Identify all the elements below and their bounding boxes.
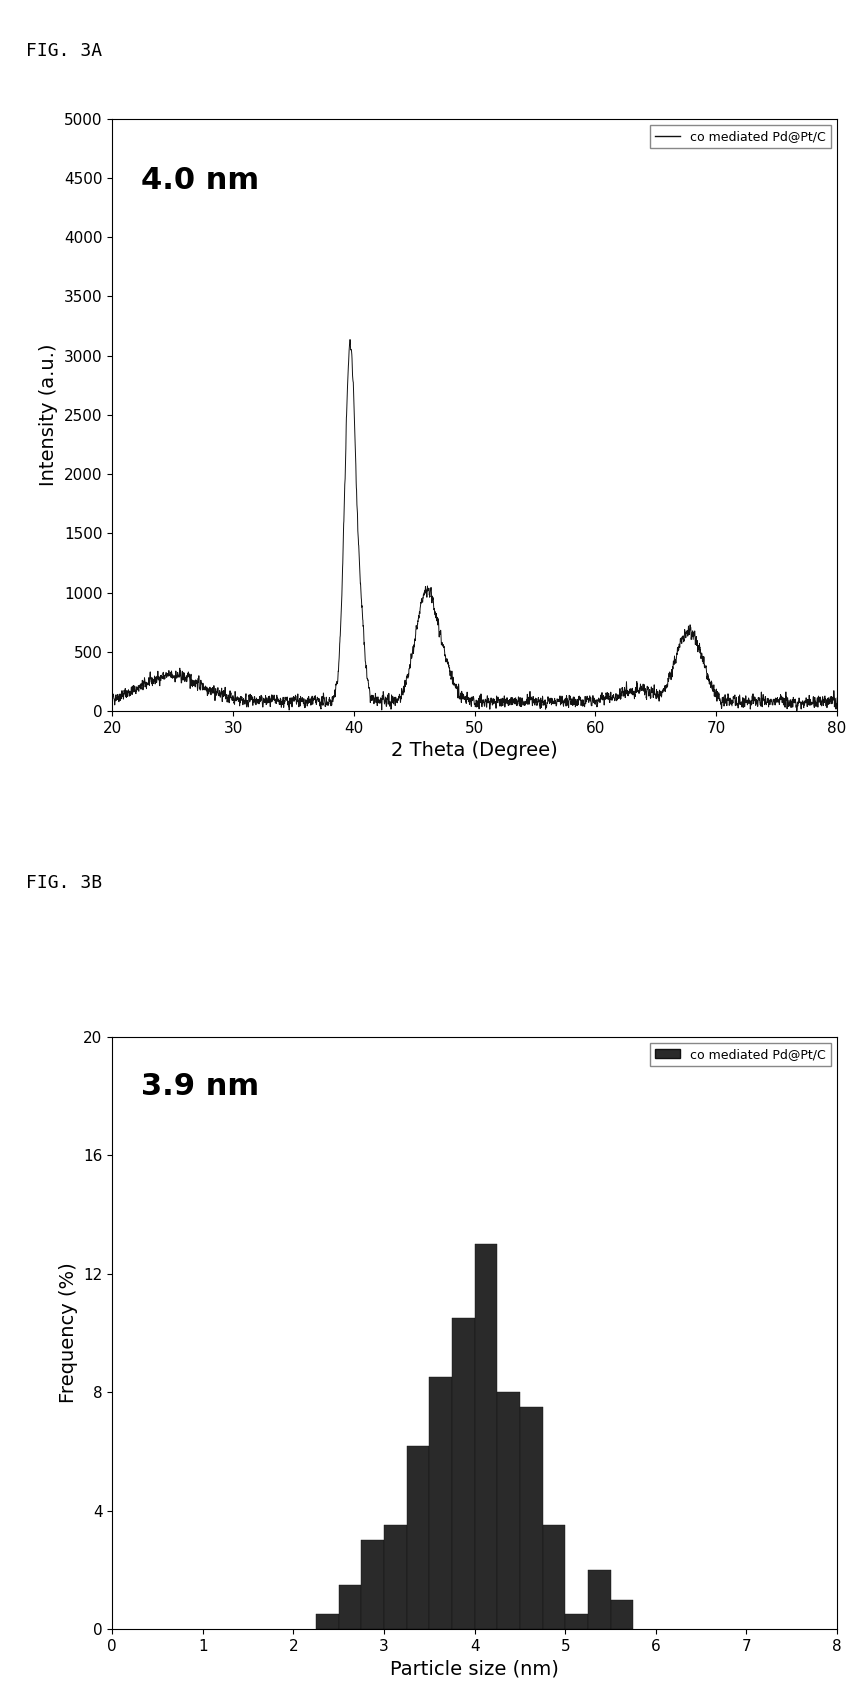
Text: FIG. 3A: FIG. 3A <box>26 42 102 61</box>
Text: 3.9 nm: 3.9 nm <box>142 1073 259 1101</box>
Bar <box>452 1319 475 1629</box>
Y-axis label: Intensity (a.u.): Intensity (a.u.) <box>40 344 59 485</box>
Bar <box>316 1614 338 1629</box>
Bar <box>497 1392 520 1629</box>
Bar <box>565 1614 588 1629</box>
Bar <box>611 1600 633 1629</box>
Text: FIG. 3B: FIG. 3B <box>26 874 102 893</box>
X-axis label: Particle size (nm): Particle size (nm) <box>390 1660 559 1678</box>
Bar <box>475 1244 497 1629</box>
Text: 4.0 nm: 4.0 nm <box>142 166 259 195</box>
Legend: co mediated Pd@Pt/C: co mediated Pd@Pt/C <box>650 126 831 148</box>
Bar <box>588 1570 610 1629</box>
Bar <box>338 1585 362 1629</box>
Bar <box>520 1407 543 1629</box>
Bar <box>429 1378 452 1629</box>
Bar <box>543 1526 565 1629</box>
Bar <box>384 1526 406 1629</box>
Legend: co mediated Pd@Pt/C: co mediated Pd@Pt/C <box>650 1044 831 1066</box>
X-axis label: 2 Theta (Degree): 2 Theta (Degree) <box>391 742 558 760</box>
Y-axis label: Frequency (%): Frequency (%) <box>59 1263 78 1403</box>
Bar <box>362 1541 384 1629</box>
Bar <box>406 1446 429 1629</box>
